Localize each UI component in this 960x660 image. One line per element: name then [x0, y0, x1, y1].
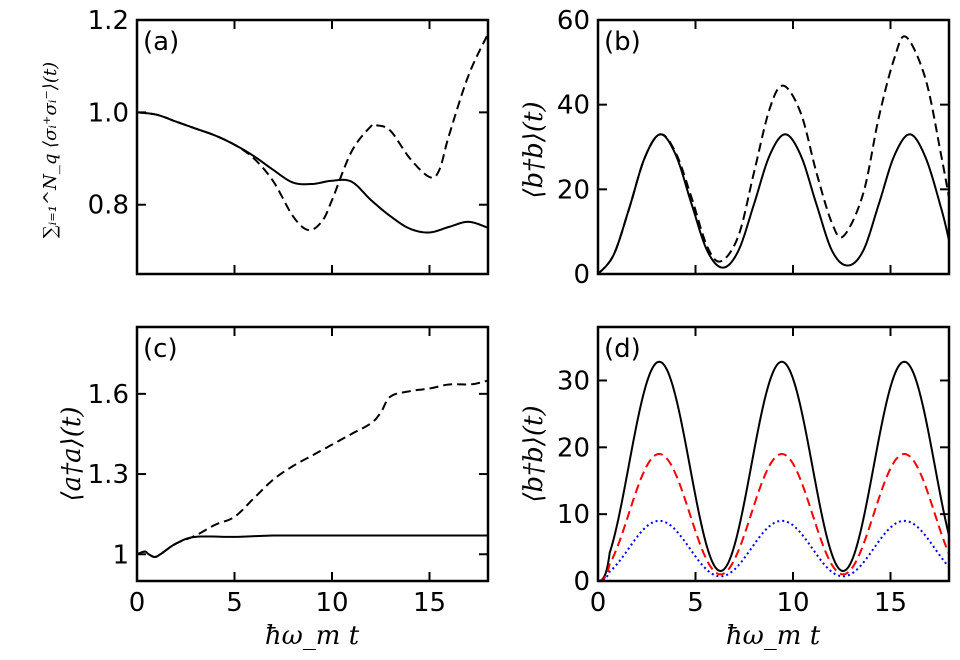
- panel-b-ytick-label: 60: [557, 6, 590, 36]
- panel-b-ytick-label: 20: [557, 175, 590, 205]
- panel-d-ytick-label: 0: [573, 567, 590, 597]
- panel-a-ytick-label: 1.2: [88, 6, 129, 36]
- panel-b-ticks: 0 20 40 60: [557, 6, 949, 290]
- panel-d-xtick-label: 15: [874, 588, 907, 618]
- panel-c-xtick-label: 5: [226, 588, 243, 618]
- panel-d-xtick-label: 5: [687, 588, 704, 618]
- panel-c-xtick-label: 0: [129, 588, 146, 618]
- panel-d-label: (d): [604, 334, 641, 364]
- panel-a-label: (a): [143, 27, 179, 57]
- panel-c: 0 5 10 15 1 1.3 1.6 (c) ⟨a†a⟩(t) ħω_m t: [57, 325, 490, 651]
- panel-a-ticks: 0.8 1.0 1.2: [88, 6, 488, 274]
- panel-b-series-solid: [598, 133, 949, 274]
- panel-d-series: [598, 360, 949, 581]
- panel-c-ytick-label: 1.3: [88, 460, 129, 490]
- panel-b-frame: [596, 18, 951, 276]
- panel-a-ylabel-text: ∑ᵢ₌₁^N_q ⟨σᵢ⁺σᵢ⁻⟩(t): [40, 62, 61, 238]
- panel-d-xtick-label: 10: [776, 588, 809, 618]
- panel-c-series-dashed: [137, 379, 488, 558]
- panel-c-ylabel: ⟨a†a⟩(t): [57, 406, 87, 501]
- panel-c-series-solid: [137, 534, 488, 558]
- panel-c-xlabel: ħω_m t: [265, 621, 360, 651]
- panel-b-label: (b): [604, 27, 641, 57]
- panel-d-ytick-label: 20: [557, 433, 590, 463]
- panel-b: 0 20 40 60 (b) ⟨b†b⟩(t): [519, 6, 951, 290]
- panel-b-series-dashed: [598, 35, 949, 274]
- panel-b-ytick-label: 0: [573, 260, 590, 290]
- panel-a: 0.8 1.0 1.2 (a) ∑ᵢ₌₁^N_q ⟨σᵢ⁺σᵢ⁻⟩(t): [40, 6, 490, 276]
- panel-d-ticks: 0 5 10 15 0 10 20 30: [557, 327, 949, 618]
- panel-b-ylabel: ⟨b†b⟩(t): [519, 101, 549, 198]
- panel-c-xtick-label: 10: [315, 588, 348, 618]
- panel-d: 0 5 10 15 0 10 20 30 (d) ⟨b†b⟩(t) ħω_m t: [519, 325, 951, 651]
- panel-d-xtick-label: 0: [590, 588, 607, 618]
- panel-d-xlabel: ħω_m t: [726, 621, 821, 651]
- panel-a-ytick-label: 1.0: [88, 98, 129, 128]
- panel-c-ticks: 0 5 10 15 1 1.3 1.6: [88, 327, 488, 618]
- panel-a-frame: [135, 18, 490, 276]
- panel-a-series-solid: [137, 111, 488, 234]
- panel-d-ytick-label: 10: [557, 500, 590, 530]
- panel-c-label: (c): [143, 334, 178, 364]
- panel-c-series: [137, 379, 488, 558]
- panel-b-series: [598, 35, 949, 274]
- panel-c-frame: [135, 325, 490, 583]
- panel-a-series: [137, 33, 488, 234]
- panel-c-ytick-label: 1: [112, 540, 129, 570]
- panel-c-xtick-label: 15: [413, 588, 446, 618]
- panel-b-ytick-label: 40: [557, 91, 590, 121]
- panel-d-ylabel: ⟨b†b⟩(t): [519, 405, 549, 502]
- panel-d-series-solid-black: [598, 360, 949, 581]
- panel-d-series-dotted-blue: [598, 519, 949, 581]
- panel-d-ytick-label: 30: [557, 366, 590, 396]
- panel-c-ytick-label: 1.6: [88, 380, 129, 410]
- panel-a-series-dashed: [137, 33, 488, 232]
- panel-d-series-dashed-red: [598, 452, 949, 581]
- panel-a-ytick-label: 0.8: [88, 191, 129, 221]
- panel-a-ylabel: ∑ᵢ₌₁^N_q ⟨σᵢ⁺σᵢ⁻⟩(t): [40, 62, 61, 238]
- panel-d-frame: [596, 325, 951, 583]
